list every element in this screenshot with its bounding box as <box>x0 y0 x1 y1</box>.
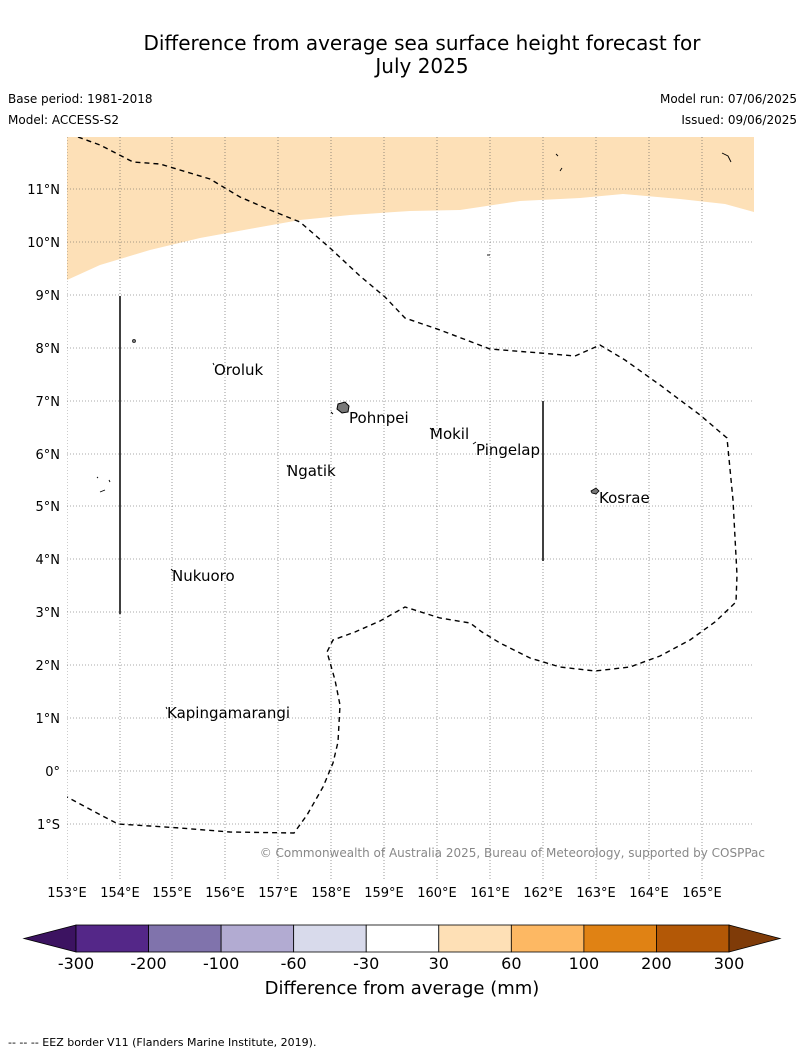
place-label-kosrae: Kosrae <box>599 489 650 507</box>
colorbar-segment <box>148 924 222 953</box>
place-label-mokil: Mokil <box>430 425 469 443</box>
place-label-nukuoro: Nukuoro <box>172 567 235 585</box>
lat-tick-label: 1°S <box>37 818 60 833</box>
lon-tick-label: 164°E <box>629 886 669 901</box>
title-line-1: Difference from average sea surface heig… <box>143 31 701 55</box>
gridlines <box>67 137 754 880</box>
lon-tick-label: 158°E <box>311 886 351 901</box>
lat-tick-label: 11°N <box>27 183 60 198</box>
map-title: Difference from average sea surface heig… <box>0 32 804 78</box>
model-name: Model: ACCESS-S2 <box>8 113 120 127</box>
lat-tick-label: 4°N <box>36 553 61 568</box>
lat-tick-label: 5°N <box>36 500 61 515</box>
lat-tick-label: 2°N <box>36 659 61 674</box>
lat-tick-label: 7°N <box>36 395 61 410</box>
colorbar-segment <box>438 924 512 953</box>
lon-tick-label: 153°E <box>47 886 87 901</box>
place-label-pingelap: Pingelap <box>476 441 540 459</box>
title-line-2: July 2025 <box>375 54 469 78</box>
model-run: Model run: 07/06/2025 <box>659 92 797 106</box>
place-label-ngatik: Ngatik <box>287 462 336 480</box>
colorbar-tick-label: -60 <box>281 954 307 973</box>
lon-tick-label: 154°E <box>100 886 140 901</box>
issued-date: Issued: 09/06/2025 <box>681 113 797 127</box>
colorbar-tick-label: -100 <box>203 954 239 973</box>
positive-anomaly-region <box>67 137 754 280</box>
colorbar-tick-label: -300 <box>58 954 94 973</box>
lon-tick-label: 163°E <box>576 886 616 901</box>
place-label-oroluk: Oroluk <box>214 361 263 379</box>
lat-tick-label: 6°N <box>36 448 61 463</box>
colorbar-segment <box>365 924 440 953</box>
lat-tick-label: 10°N <box>27 236 60 251</box>
colorbar-tick-label: 300 <box>714 954 745 973</box>
lat-tick-label: 1°N <box>36 712 61 727</box>
lat-tick-label: 8°N <box>36 342 61 357</box>
colorbar-tick-label: 100 <box>569 954 600 973</box>
copyright-notice: © Commonwealth of Australia 2025, Bureau… <box>260 846 765 860</box>
place-label-pohnpei: Pohnpei <box>349 409 409 427</box>
lat-tick-label: 0° <box>45 765 60 780</box>
lon-tick-label: 160°E <box>417 886 457 901</box>
small-islets <box>96 152 732 710</box>
colorbar-tick-label: 60 <box>501 954 521 973</box>
colorbar-tick-label: -200 <box>130 954 166 973</box>
colorbar-segment <box>220 924 295 953</box>
colorbar-label: Difference from average (mm) <box>264 978 540 999</box>
lon-tick-label: 159°E <box>364 886 404 901</box>
lon-tick-label: 161°E <box>470 886 510 901</box>
colorbar-extend-low <box>22 924 77 953</box>
colorbar-segment <box>293 924 367 953</box>
kosrae-island <box>590 487 600 495</box>
lon-tick-label: 157°E <box>258 886 298 901</box>
colorbar-segment <box>656 924 730 953</box>
islet-marker <box>132 339 136 343</box>
base-period: Base period: 1981-2018 <box>8 92 153 106</box>
lat-tick-label: 9°N <box>36 289 61 304</box>
lon-tick-label: 156°E <box>205 886 245 901</box>
place-label-kapingamarangi: Kapingamarangi <box>167 704 290 722</box>
colorbar-tick-label: 30 <box>429 954 449 973</box>
colorbar-extend-high <box>728 924 782 953</box>
colorbar-segment <box>510 924 585 953</box>
eez-border <box>67 137 738 834</box>
colorbar: -300 -200 -100 -60 -30 30 60 100 200 300 <box>22 924 782 973</box>
colorbar-segment <box>75 924 149 953</box>
lat-tick-label: 3°N <box>36 606 61 621</box>
pohnpei-island <box>336 401 350 414</box>
colorbar-tick-label: -30 <box>353 954 379 973</box>
lon-tick-label: 165°E <box>682 886 722 901</box>
colorbar-tick-label: 200 <box>641 954 672 973</box>
eez-legend-note: -- -- -- EEZ border V11 (Flanders Marine… <box>8 1036 317 1049</box>
colorbar-segment <box>583 924 657 953</box>
lon-tick-label: 155°E <box>152 886 192 901</box>
lon-tick-label: 162°E <box>523 886 563 901</box>
